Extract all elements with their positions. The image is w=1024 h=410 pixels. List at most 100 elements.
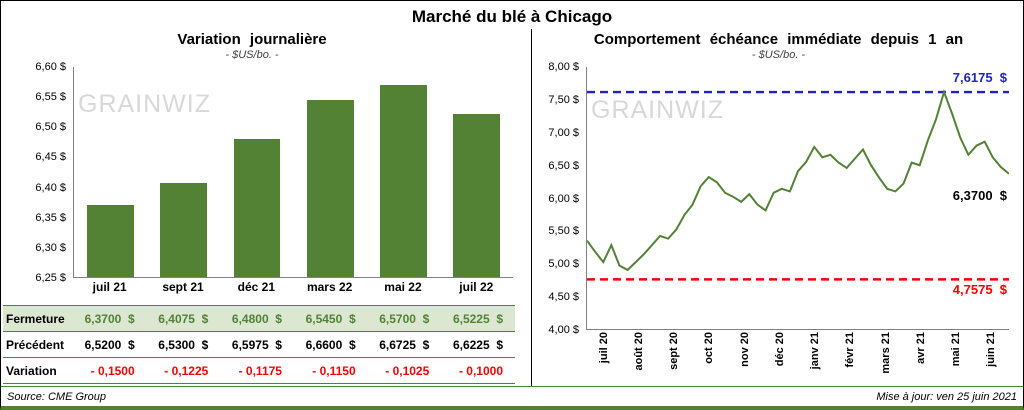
last-price-annotation: 6,3700 $ [952, 187, 1007, 203]
table-cell: 6,5700 $ [367, 305, 442, 332]
table-cell: 6,3700 $ [73, 305, 147, 332]
table-cell: 6,6225 $ [441, 331, 515, 358]
line-y-tick-label: 6,50 $ [548, 159, 579, 172]
bar-chart: 6,60 $ 6,55 $ 6,50 $ 6,45 $ 6,40 $ 6,35 $ 6,30… [3, 61, 531, 284]
bar-slot [440, 67, 513, 277]
update-note: Mise à jour: ven 25 juin 2021 [876, 390, 1017, 403]
bar-slot [74, 67, 147, 277]
bar-x-axis: juil 21 sept 21 déc 21 mars 22 mai 22 juil 22 [3, 280, 531, 300]
table-row-fermeture: Fermeture 6,3700 $6,4075 $6,4800 $6,5450 … [3, 305, 515, 332]
line-y-tick-label: 5,50 $ [548, 225, 579, 238]
line-x-tick-text: avr 21 [914, 332, 927, 364]
price-table: Fermeture 6,3700 $6,4075 $6,4800 $6,5450 … [3, 305, 515, 384]
line-x-tick-label: mai 21 [939, 332, 974, 386]
table-cell: 6,5225 $ [441, 305, 515, 332]
price-table-body: Fermeture 6,3700 $6,4075 $6,4800 $6,5450 … [3, 305, 515, 384]
bar-slot [294, 67, 367, 277]
line-y-tick-label: 7,50 $ [548, 93, 579, 106]
source-note: Source: CME Group [7, 390, 107, 403]
max-annotation: 7,6175 $ [952, 70, 1007, 86]
table-row-variation: Variation - 0,1500- 0,1225- 0,1175- 0,115… [3, 357, 515, 384]
price-line [587, 92, 1009, 270]
line-y-tick-label: 5,00 $ [548, 258, 579, 271]
bar-x-tick-label: mai 22 [384, 280, 422, 294]
line-x-tick-label: oct 20 [692, 332, 727, 386]
grainwiz-watermark: GRAINWIZ [591, 95, 724, 124]
panels: Variation journalière - $US/bo. - 6,60 $… [1, 29, 1023, 386]
bar [87, 205, 134, 277]
table-cell: - 0,1150 [293, 357, 368, 384]
bar [160, 182, 208, 277]
line-x-tick-text: oct 20 [703, 332, 716, 364]
daily-variation-panel: Variation journalière - $US/bo. - 6,60 $… [1, 29, 532, 386]
row-label: Précédent [3, 331, 73, 358]
line-x-tick-label: juin 21 [974, 332, 1009, 386]
table-cell: - 0,1000 [441, 357, 515, 384]
line-chart: 8,00 $ 7,50 $ 7,00 $ 6,50 $ 6,00 $ 5,50 $ 5,00… [534, 61, 1023, 336]
line-y-axis: 8,00 $ 7,50 $ 7,00 $ 6,50 $ 6,00 $ 5,50 $ 5,00… [534, 61, 586, 336]
bar-y-tick-label: 6,40 $ [35, 181, 66, 194]
line-x-tick-text: sept 20 [668, 332, 681, 370]
table-cell: 6,5450 $ [293, 305, 368, 332]
line-x-axis: juil 20 août 20 sept 20 oct 20 nov 20 déc 20 j… [534, 332, 1023, 386]
bar-y-tick-label: 6,30 $ [35, 241, 66, 254]
table-cell: 6,4075 $ [146, 305, 221, 332]
line-plot-area: GRAINWIZ 7,6175 $ 6,3700 $ 4,7575 $ [586, 67, 1009, 330]
line-x-tick-text: mai 21 [950, 332, 963, 367]
line-x-tick-text: juil 20 [597, 332, 610, 364]
front-month-panel: Comportement échéance immédiate depuis 1… [532, 29, 1023, 386]
bar-y-tick-label: 6,50 $ [35, 121, 66, 134]
bar-slot [147, 67, 220, 277]
bar-chart-subtitle: - $US/bo. - [225, 49, 279, 61]
bar-y-tick-label: 6,35 $ [35, 211, 66, 224]
line-y-tick-label: 8,00 $ [548, 61, 579, 73]
table-cell: - 0,1500 [73, 357, 147, 384]
bar-y-tick-label: 6,25 $ [35, 272, 66, 284]
table-cell: 6,6725 $ [367, 331, 442, 358]
bar [453, 113, 500, 277]
table-cell: - 0,1225 [146, 357, 221, 384]
bar-slot [367, 67, 440, 277]
table-cell: 6,6600 $ [293, 331, 368, 358]
table-cell: 6,5975 $ [220, 331, 294, 358]
line-x-tick-label: déc 20 [762, 332, 797, 386]
bar-x-tick-label: sept 21 [162, 280, 204, 294]
bar [306, 100, 354, 277]
line-chart-subtitle: - $US/bo. - [751, 49, 806, 61]
table-cell: 6,5300 $ [146, 331, 221, 358]
bar-chart-title: Variation journalière [177, 31, 327, 48]
bar-y-axis: 6,60 $ 6,55 $ 6,50 $ 6,45 $ 6,40 $ 6,35 $ 6,30… [3, 61, 73, 284]
table-cell: - 0,1175 [220, 357, 294, 384]
line-x-tick-label: janv 21 [798, 332, 833, 386]
table-cell: - 0,1025 [367, 357, 442, 384]
line-x-tick-text: mars 21 [879, 332, 892, 374]
bar-y-tick-label: 6,55 $ [35, 91, 66, 104]
bar-slot [220, 67, 293, 277]
bar-plot-area: GRAINWIZ [73, 67, 513, 278]
row-label: Variation [3, 357, 73, 384]
bar-x-tick-label: juil 21 [92, 280, 127, 294]
line-x-tick-label: août 20 [621, 332, 656, 386]
bar-x-tick-label: juil 22 [459, 280, 494, 294]
bar [379, 85, 427, 277]
table-cell: 6,5200 $ [73, 331, 147, 358]
line-y-tick-label: 7,00 $ [548, 126, 579, 139]
line-chart-title: Comportement échéance immédiate depuis 1… [593, 31, 964, 48]
line-y-tick-label: 4,50 $ [548, 291, 579, 304]
bar-y-tick-label: 6,60 $ [35, 61, 66, 73]
line-y-tick-label: 6,00 $ [548, 192, 579, 205]
line-x-tick-label: mars 21 [868, 332, 903, 386]
bar-y-tick-label: 6,45 $ [35, 151, 66, 164]
line-x-tick-text: déc 20 [773, 332, 786, 367]
line-x-tick-label: sept 20 [657, 332, 692, 386]
table-row-precedent: Précédent 6,5200 $6,5300 $6,5975 $6,6600 … [3, 331, 515, 358]
line-x-tick-label: nov 20 [727, 332, 762, 386]
line-x-tick-label: avr 21 [903, 332, 938, 386]
bar-x-tick-label: déc 21 [237, 280, 275, 294]
line-x-tick-text: juin 21 [985, 332, 998, 367]
line-x-tick-text: janv 21 [809, 332, 822, 370]
line-y-tick-label: 4,00 $ [548, 324, 579, 336]
page-title: Marché du blé à Chicago [411, 7, 613, 26]
line-x-tick-text: nov 20 [738, 332, 751, 367]
